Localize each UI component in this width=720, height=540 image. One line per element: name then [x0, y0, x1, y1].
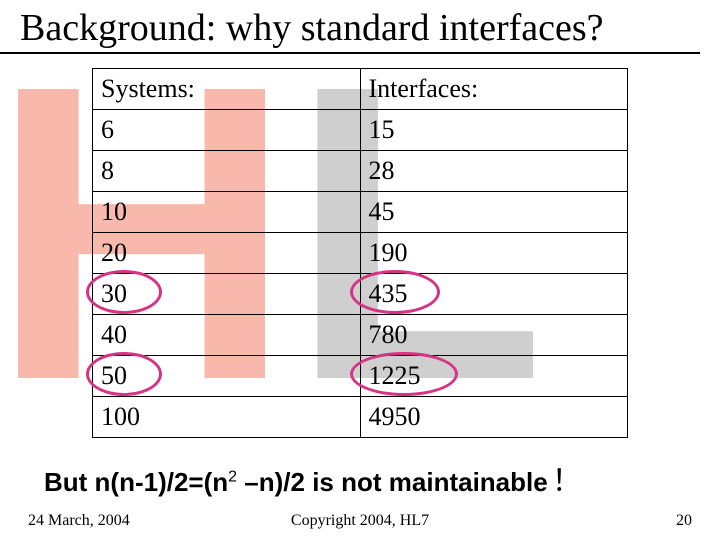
- formula-superscript: 2: [228, 468, 237, 485]
- cell-interfaces: 4950: [360, 397, 628, 438]
- table-row: 20190: [93, 233, 628, 274]
- cell-systems: 50: [93, 356, 361, 397]
- formula-exclaim: ！: [552, 465, 582, 498]
- footer-page-number: 20: [676, 512, 692, 530]
- cell-interfaces: 15: [360, 110, 628, 151]
- formula-expr-left: n(n-1)/2=(n: [95, 467, 229, 497]
- cell-systems: 30: [93, 274, 361, 315]
- table-row: 1004950: [93, 397, 628, 438]
- table-header-systems: Systems:: [93, 69, 361, 110]
- cell-systems: 40: [93, 315, 361, 356]
- slide: HL Background: why standard interfaces? …: [0, 0, 720, 540]
- cell-interfaces: 190: [360, 233, 628, 274]
- table-row: 828: [93, 151, 628, 192]
- cell-systems: 10: [93, 192, 361, 233]
- table-row: 501225: [93, 356, 628, 397]
- cell-interfaces: 28: [360, 151, 628, 192]
- cell-interfaces: 45: [360, 192, 628, 233]
- cell-systems: 20: [93, 233, 361, 274]
- table-row: 1045: [93, 192, 628, 233]
- formula-prefix: But: [44, 467, 95, 497]
- table-row: 30435: [93, 274, 628, 315]
- table-header-interfaces: Interfaces:: [360, 69, 628, 110]
- cell-systems: 8: [93, 151, 361, 192]
- systems-interfaces-table-wrap: Systems:Interfaces:615828104520190304354…: [92, 68, 628, 438]
- systems-interfaces-table: Systems:Interfaces:615828104520190304354…: [92, 68, 628, 438]
- cell-interfaces: 1225: [360, 356, 628, 397]
- cell-interfaces: 435: [360, 274, 628, 315]
- formula-suffix: is not maintainable: [305, 467, 548, 497]
- footer-copyright: Copyright 2004, HL7: [0, 512, 720, 530]
- cell-systems: 100: [93, 397, 361, 438]
- cell-interfaces: 780: [360, 315, 628, 356]
- formula-expr-right: –n)/2: [237, 467, 305, 497]
- table-row: 615: [93, 110, 628, 151]
- formula-line: But n(n-1)/2=(n2 –n)/2 is not maintainab…: [44, 456, 720, 500]
- slide-title: Background: why standard interfaces?: [0, 0, 700, 54]
- cell-systems: 6: [93, 110, 361, 151]
- table-row: 40780: [93, 315, 628, 356]
